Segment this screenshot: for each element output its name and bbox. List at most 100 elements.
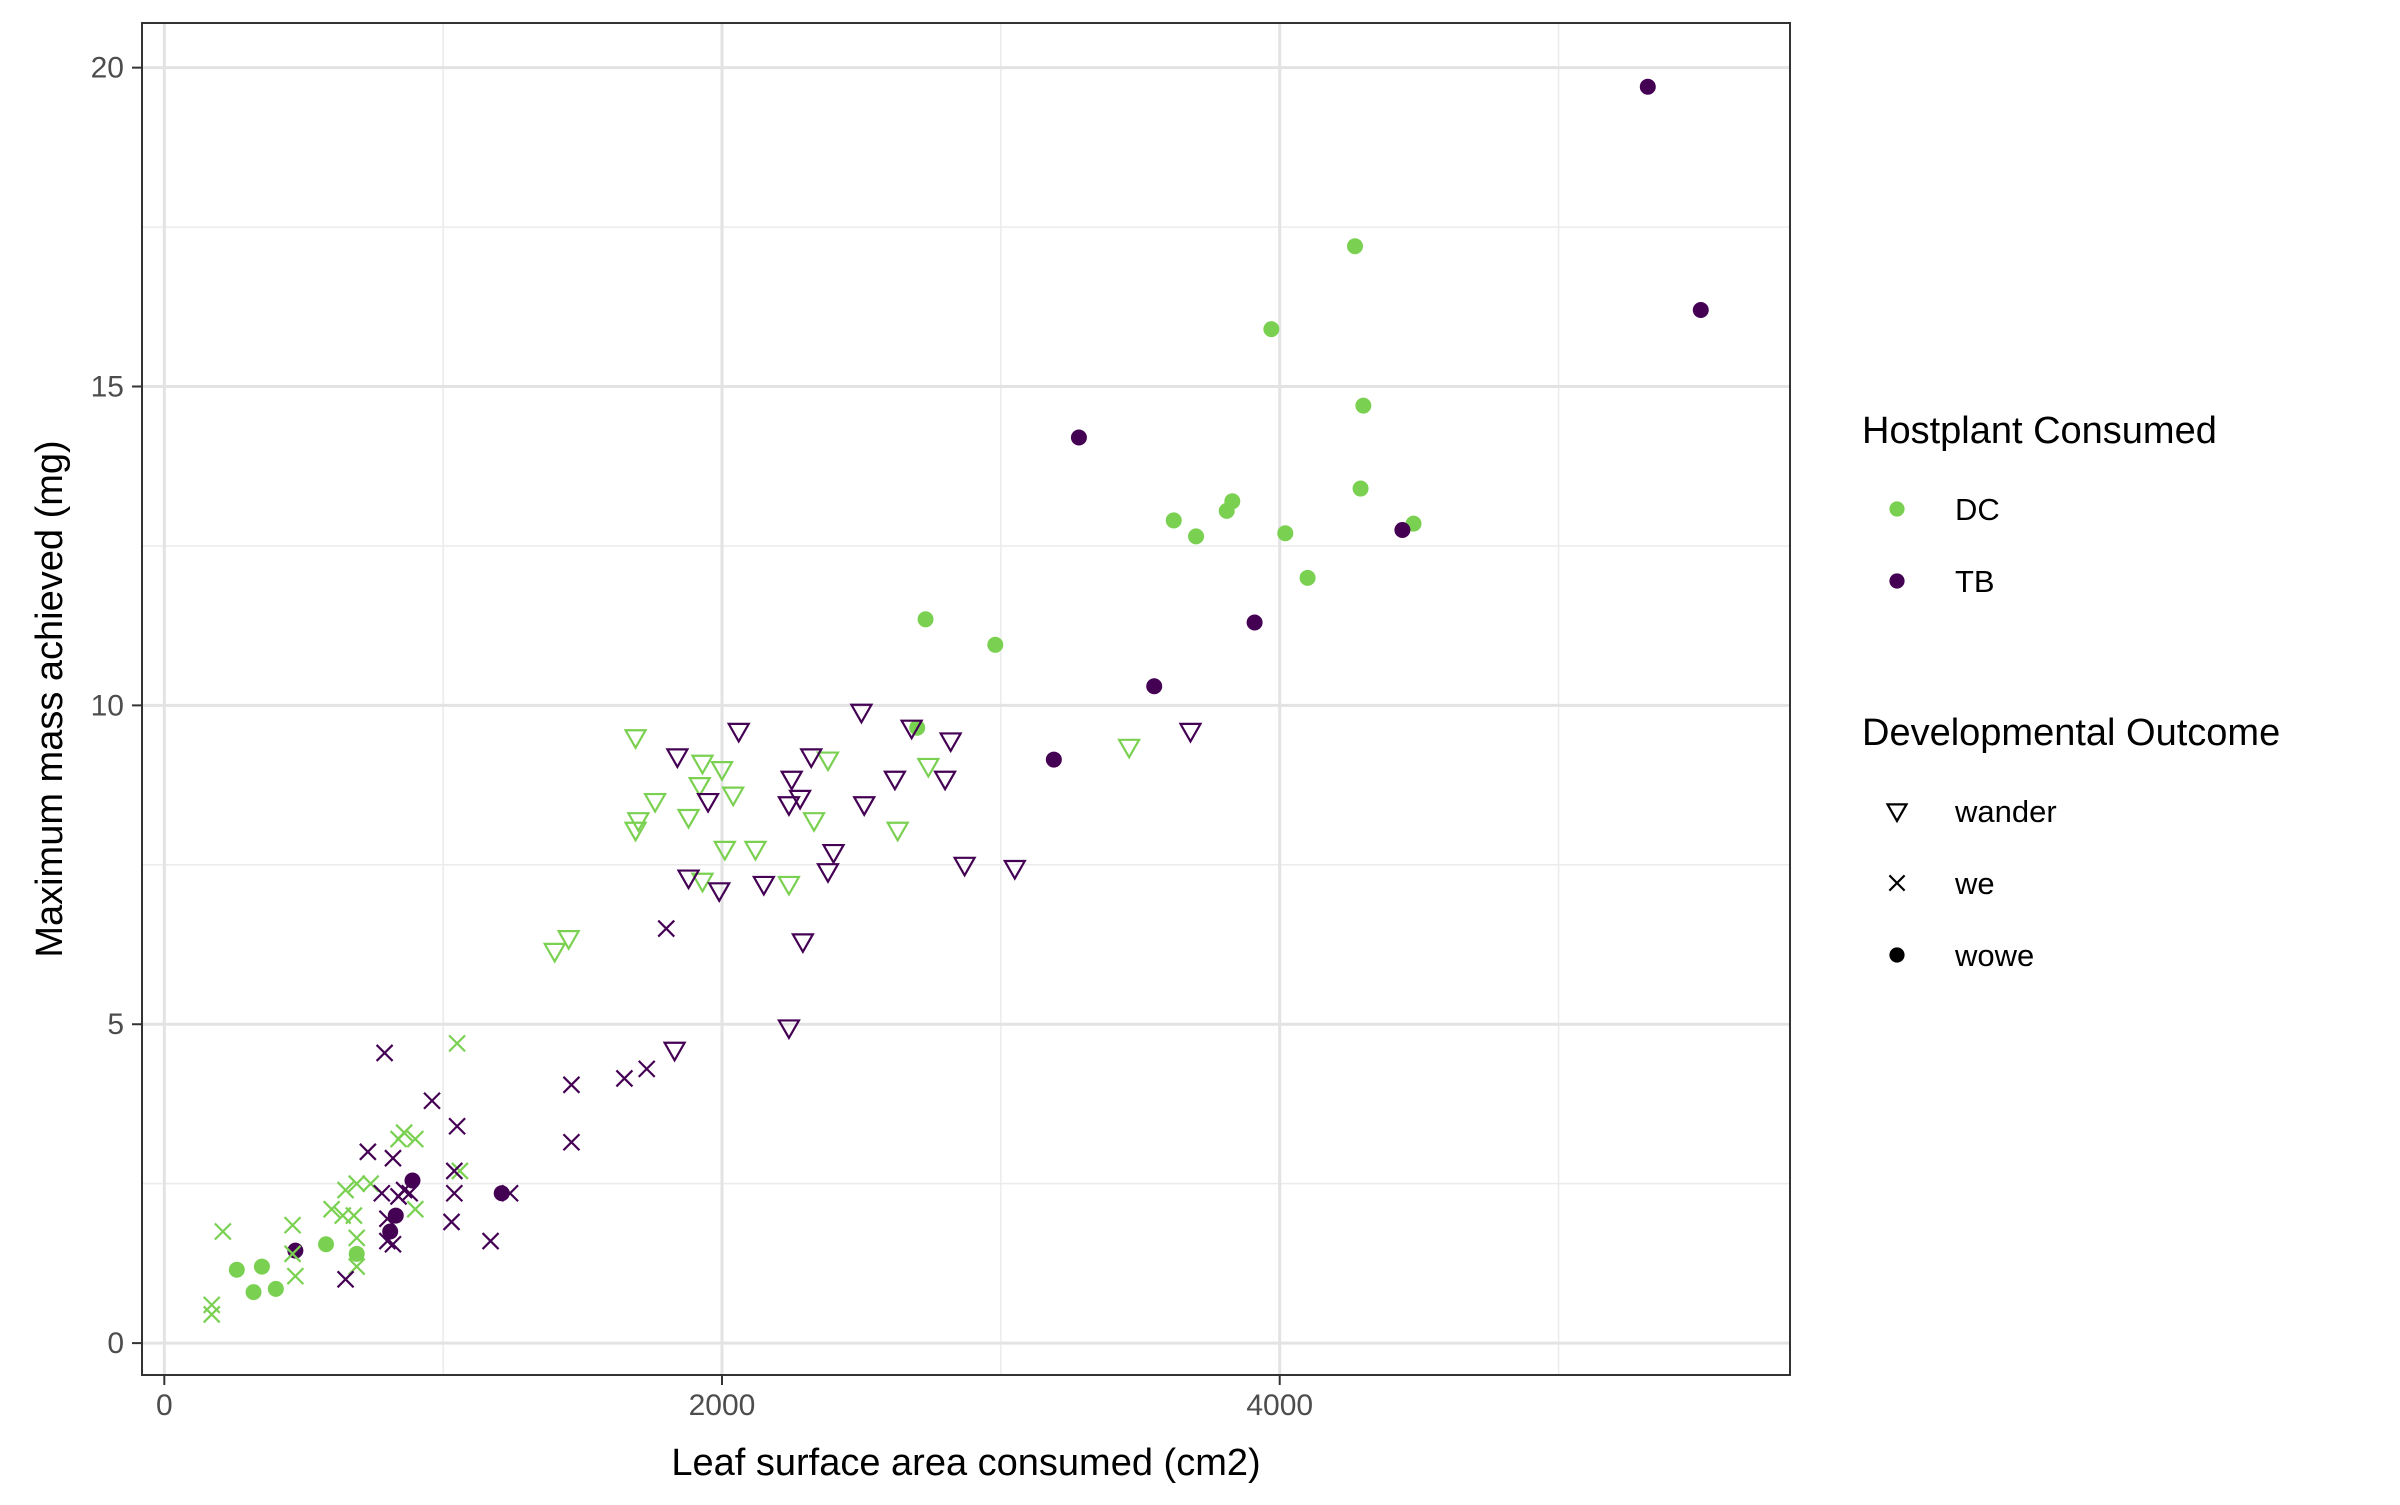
data-point-tb-wander [1002,859,1027,881]
legend-title: Hostplant Consumed [1862,410,2217,452]
legend-key-wowe [1889,947,1905,963]
data-point-tb-wander [852,796,877,817]
data-point-tb-we [442,1213,461,1231]
y-tick-label: 20 [91,52,124,85]
axis-layer: 0 2000 4000 0 5 10 15 20 [91,52,1313,1422]
data-point-tb-we [615,1069,634,1088]
legend-label: wander [1954,794,2057,829]
legend-title: Developmental Outcome [1862,712,2280,754]
legend-group: Developmental Outcome wander we wowe [1862,712,2280,973]
data-point-tb-wowe [1146,678,1163,695]
data-point-tb-wander [777,796,801,817]
data-point-dc-we [286,1267,305,1285]
data-point-tb-wowe [1246,614,1263,631]
x-tick-label: 4000 [1246,1389,1313,1422]
data-point-dc-we [336,1181,355,1199]
data-point-tb-we [395,1181,413,1199]
data-point-dc-wander [916,757,941,779]
data-point-tb-wowe [1045,751,1062,768]
data-point-tb-we [423,1091,441,1110]
y-tick-label: 15 [91,371,124,404]
data-point-tb-we [336,1270,355,1289]
data-point-dc-wander [743,840,768,862]
legend-key-TB [1889,573,1905,589]
data-point-tb-wander [849,703,874,725]
data-point-dc-wander [721,786,746,808]
points-layer [202,78,1709,1324]
data-point-dc-wowe [917,611,934,628]
data-point-dc-wowe [1299,569,1316,586]
data-point-tb-we [501,1184,519,1203]
data-point-dc-we [322,1200,341,1218]
data-point-tb-we [448,1117,466,1136]
data-point-dc-wander [816,751,840,773]
data-point-tb-wander [788,789,812,811]
data-point-tb-wander [676,869,701,891]
data-point-tb-wander [662,1041,687,1063]
data-point-tb-wander [726,722,751,744]
data-point-dc-wowe [1346,238,1363,255]
data-point-dc-we [406,1130,425,1148]
data-point-tb-we [378,1232,397,1250]
data-point-tb-wander [779,770,804,792]
data-point-dc-wander [623,729,648,750]
data-point-dc-we [406,1200,425,1218]
y-axis-label: Maximum mass achieved (mg) [29,440,71,957]
data-point-dc-wowe [1355,397,1372,414]
data-point-tb-we [400,1184,419,1203]
data-point-tb-wander [899,719,924,741]
data-point-dc-we [214,1222,232,1241]
legend-key-wander [1885,803,1909,824]
data-point-dc-we [361,1174,380,1193]
data-point-dc-wander [623,821,648,843]
legend-label: DC [1955,492,2000,527]
data-point-dc-wander [885,821,910,843]
data-point-dc-wowe [1165,512,1182,529]
legend-label: TB [1955,564,1995,599]
y-tick-label: 10 [91,689,124,722]
legend-key-we [1888,874,1906,892]
data-point-tb-wander [665,748,690,770]
data-point-dc-we [202,1305,221,1324]
x-tick-label: 2000 [689,1389,756,1422]
data-point-tb-wander [938,732,963,754]
data-point-tb-wander [882,770,907,792]
data-point-dc-wowe [987,636,1004,653]
x-tick-label: 0 [156,1389,173,1422]
data-point-dc-wowe [1277,525,1294,542]
data-point-dc-we [451,1162,469,1180]
data-point-tb-wander [751,875,776,897]
y-tick-label: 5 [107,1008,124,1041]
data-point-dc-we [347,1174,366,1193]
data-point-tb-we [657,919,676,938]
data-point-dc-wowe [228,1261,245,1278]
data-point-dc-wowe [267,1280,284,1297]
legend-label: wowe [1954,938,2034,973]
data-point-dc-wander [687,776,712,798]
data-point-tb-wander [707,882,732,904]
legend-group: Hostplant Consumed DC TB [1862,410,2217,599]
data-point-dc-wowe [1263,321,1280,338]
x-axis-label: Leaf surface area consumed (cm2) [671,1442,1260,1484]
data-point-tb-wowe [1639,78,1656,95]
data-point-dc-wander [710,761,734,782]
data-point-tb-we [445,1162,464,1180]
data-point-tb-wowe [1394,522,1411,538]
data-point-tb-we [378,1209,397,1228]
data-point-tb-we [384,1149,402,1167]
data-point-dc-wowe [1352,480,1369,497]
data-point-dc-we [347,1229,366,1247]
data-point-dc-wander [542,942,567,964]
data-point-dc-we [283,1216,302,1234]
data-point-tb-wander [816,863,840,884]
data-point-tb-we [562,1076,581,1094]
data-point-dc-we [345,1206,363,1225]
data-point-tb-wowe [1070,429,1087,446]
data-point-tb-wander [933,770,957,792]
data-point-dc-wander [643,792,667,814]
data-point-dc-wander [712,840,737,862]
data-point-dc-we [283,1245,302,1263]
legend-label: we [1954,866,1995,901]
